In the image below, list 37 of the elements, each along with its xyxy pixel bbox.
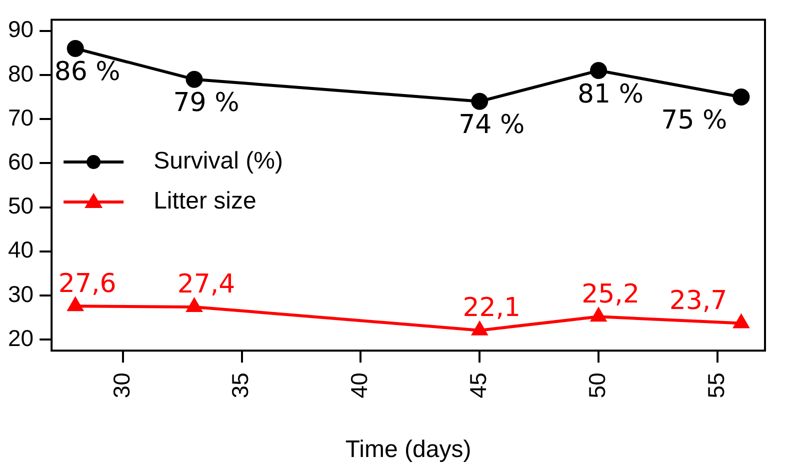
point bbox=[66, 40, 84, 57]
y-tick-label: 20 bbox=[8, 324, 34, 351]
x-tick-label: 55 bbox=[702, 372, 729, 398]
x-tick-label: 30 bbox=[108, 372, 134, 398]
legend-label: Litter size bbox=[154, 188, 256, 215]
legend-label: Survival (%) bbox=[154, 148, 283, 175]
y-tick-label: 60 bbox=[8, 148, 34, 174]
point bbox=[472, 322, 488, 336]
point bbox=[590, 308, 606, 322]
data-label: 27,6 bbox=[58, 268, 116, 299]
data-label: 27,4 bbox=[177, 270, 236, 300]
y-tick-label: 80 bbox=[8, 60, 34, 86]
y-tick-label: 70 bbox=[8, 104, 34, 130]
point bbox=[732, 88, 750, 106]
x-axis-title: Time (days) bbox=[345, 436, 472, 464]
y-tick-label: 90 bbox=[8, 16, 34, 42]
x-tick-label: 50 bbox=[584, 372, 610, 398]
point bbox=[68, 298, 83, 312]
y-tick-label: 30 bbox=[8, 280, 34, 307]
x-tick-label: 45 bbox=[464, 372, 491, 398]
point bbox=[186, 70, 203, 88]
data-label: 22,1 bbox=[462, 293, 521, 324]
y-tick-label: 50 bbox=[8, 192, 34, 219]
x-tick-label: 35 bbox=[227, 372, 254, 398]
data-label: 75 % bbox=[661, 106, 728, 136]
point bbox=[590, 62, 608, 80]
data-label: 25,2 bbox=[582, 279, 640, 310]
data-label: 86 % bbox=[54, 57, 120, 88]
data-label: 79 % bbox=[173, 88, 240, 118]
data-label: 23,7 bbox=[669, 286, 728, 316]
data-label: 74 % bbox=[458, 110, 525, 140]
point bbox=[471, 92, 488, 110]
y-tick-label: 40 bbox=[8, 236, 34, 263]
point bbox=[734, 314, 749, 328]
x-tick-label: 40 bbox=[346, 372, 372, 398]
point bbox=[186, 298, 202, 312]
data-label: 81 % bbox=[578, 79, 644, 110]
